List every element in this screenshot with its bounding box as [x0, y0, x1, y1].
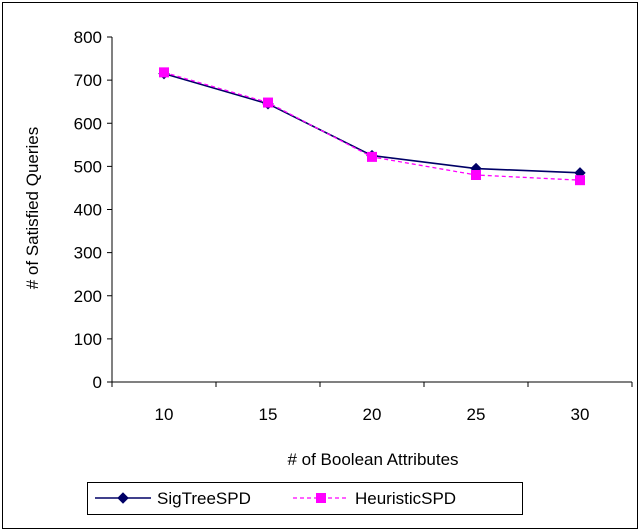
legend-marker: [117, 492, 129, 504]
x-tick-label: 10: [155, 405, 174, 424]
y-tick-label: 700: [74, 71, 102, 90]
x-tick-label: 20: [363, 405, 382, 424]
y-tick-label: 100: [74, 330, 102, 349]
y-axis-title: # of Satisfied Queries: [23, 127, 42, 290]
data-point: [471, 170, 481, 180]
legend-label: HeuristicSPD: [355, 489, 456, 508]
x-tick-label: 15: [259, 405, 278, 424]
y-tick-label: 800: [74, 28, 102, 47]
y-tick-label: 300: [74, 244, 102, 263]
x-axis-title: # of Boolean Attributes: [287, 450, 458, 469]
series-layer: [158, 67, 586, 186]
data-point: [159, 67, 169, 78]
legend-marker: [316, 493, 326, 503]
data-point: [263, 97, 273, 108]
y-tick-label: 500: [74, 157, 102, 176]
x-tick-label: 25: [467, 405, 486, 424]
legend-label: SigTreeSPD: [157, 489, 251, 508]
y-tick-label: 600: [74, 114, 102, 133]
series-heuristicspd: [159, 67, 585, 186]
y-tick-label: 400: [74, 201, 102, 220]
data-point: [367, 151, 377, 162]
x-tick-label: 30: [571, 405, 590, 424]
y-tick-label: 200: [74, 287, 102, 306]
legend-box: [87, 482, 523, 515]
legend: SigTreeSPD HeuristicSPD: [87, 482, 523, 515]
data-point: [575, 175, 585, 186]
x-axis: 10 15 20 25 30: [111, 381, 633, 424]
y-tick-label: 0: [93, 373, 102, 392]
y-axis: 0 100 200 300 400 500 600 700 800: [74, 28, 113, 392]
